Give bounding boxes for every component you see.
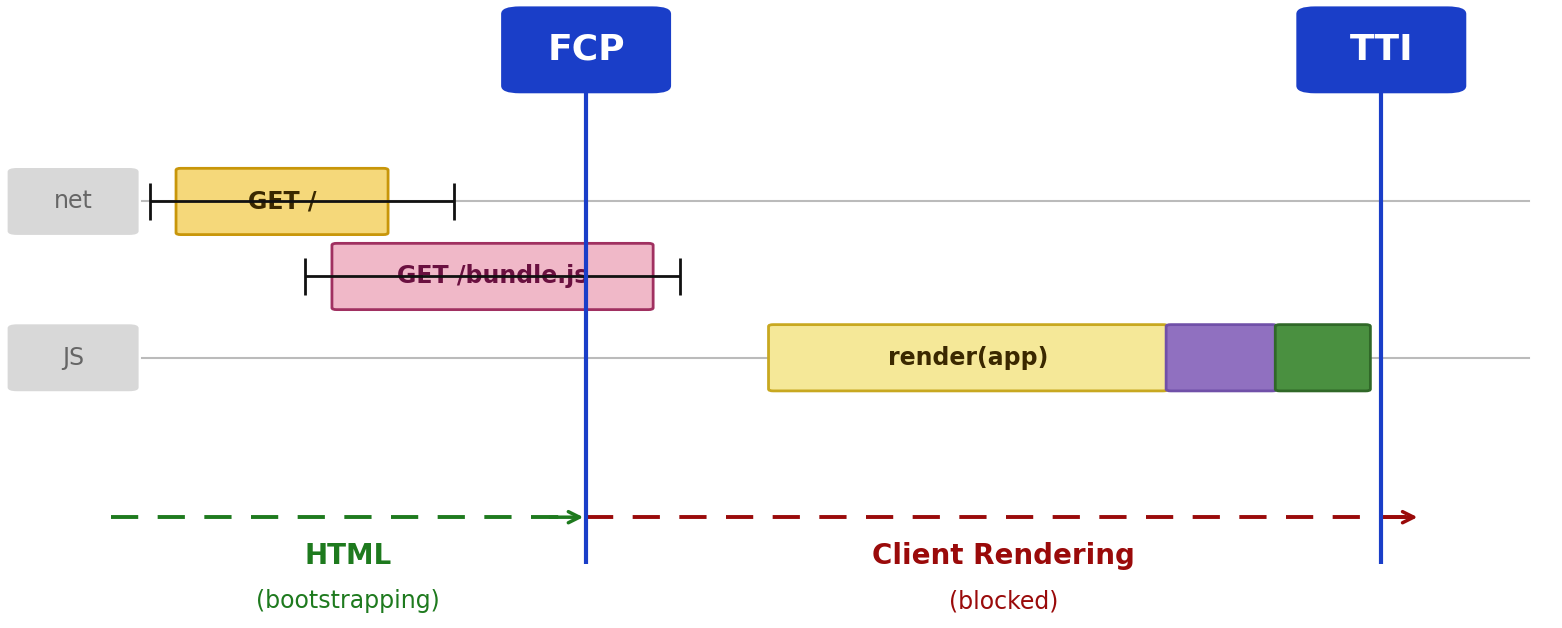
Text: render(app): render(app): [887, 346, 1048, 370]
FancyBboxPatch shape: [333, 243, 653, 310]
Text: HTML: HTML: [305, 542, 392, 570]
FancyBboxPatch shape: [1167, 325, 1276, 391]
Text: GET /bundle.js: GET /bundle.js: [397, 264, 589, 288]
Text: GET /: GET /: [248, 190, 316, 214]
FancyBboxPatch shape: [177, 168, 387, 235]
FancyBboxPatch shape: [1275, 325, 1370, 391]
Text: TTI: TTI: [1350, 33, 1414, 67]
FancyBboxPatch shape: [769, 325, 1168, 391]
Text: Client Rendering: Client Rendering: [872, 542, 1134, 570]
FancyBboxPatch shape: [501, 6, 672, 94]
FancyBboxPatch shape: [1296, 6, 1467, 94]
Text: (bootstrapping): (bootstrapping): [256, 589, 440, 613]
Text: FCP: FCP: [547, 33, 625, 67]
FancyBboxPatch shape: [8, 324, 139, 391]
FancyBboxPatch shape: [8, 168, 139, 235]
Text: JS: JS: [62, 346, 84, 370]
Text: (blocked): (blocked): [948, 589, 1057, 613]
Text: net: net: [53, 190, 92, 214]
